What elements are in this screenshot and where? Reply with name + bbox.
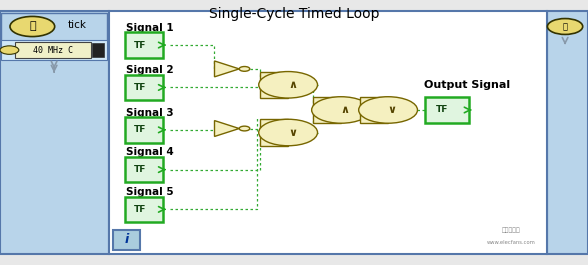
Text: Signal 1: Signal 1 xyxy=(126,23,174,33)
Circle shape xyxy=(0,46,19,54)
FancyBboxPatch shape xyxy=(1,40,107,60)
Text: Single-Cycle Timed Loop: Single-Cycle Timed Loop xyxy=(209,7,379,21)
Text: TF: TF xyxy=(133,41,146,50)
Text: Signal 4: Signal 4 xyxy=(126,147,174,157)
Text: 40 MHz C: 40 MHz C xyxy=(33,46,73,55)
Circle shape xyxy=(259,72,318,98)
FancyBboxPatch shape xyxy=(547,11,588,254)
Text: Signal 2: Signal 2 xyxy=(126,65,174,75)
FancyBboxPatch shape xyxy=(15,42,91,58)
Circle shape xyxy=(312,97,370,123)
FancyBboxPatch shape xyxy=(313,97,341,123)
Text: www.elecfans.com: www.elecfans.com xyxy=(487,240,536,245)
Polygon shape xyxy=(215,121,239,136)
Polygon shape xyxy=(215,61,239,77)
Text: TF: TF xyxy=(436,105,448,114)
Circle shape xyxy=(239,67,250,71)
Text: 🕐: 🕐 xyxy=(563,22,567,31)
FancyBboxPatch shape xyxy=(125,117,163,143)
Text: ∧: ∧ xyxy=(341,105,350,115)
Text: TF: TF xyxy=(133,205,146,214)
Text: 电子发烧友: 电子发烧友 xyxy=(502,228,521,233)
Text: ∨: ∨ xyxy=(288,127,297,138)
Circle shape xyxy=(239,126,250,131)
Circle shape xyxy=(259,119,318,146)
Text: i: i xyxy=(124,233,129,246)
FancyBboxPatch shape xyxy=(1,13,107,58)
Text: TF: TF xyxy=(133,83,146,92)
Circle shape xyxy=(547,19,583,34)
FancyBboxPatch shape xyxy=(360,97,388,123)
FancyBboxPatch shape xyxy=(125,75,163,100)
Circle shape xyxy=(359,97,417,123)
FancyBboxPatch shape xyxy=(425,97,469,123)
FancyBboxPatch shape xyxy=(92,43,104,57)
FancyBboxPatch shape xyxy=(113,230,140,250)
Text: tick: tick xyxy=(68,20,86,30)
Text: TF: TF xyxy=(133,125,146,134)
Circle shape xyxy=(10,16,55,37)
FancyBboxPatch shape xyxy=(260,119,288,146)
Text: ∧: ∧ xyxy=(288,80,297,90)
Text: ∨: ∨ xyxy=(388,105,397,115)
Text: Output Signal: Output Signal xyxy=(425,80,510,90)
Text: Signal 3: Signal 3 xyxy=(126,108,174,118)
FancyBboxPatch shape xyxy=(125,32,163,58)
FancyBboxPatch shape xyxy=(260,72,288,98)
Text: 🕐: 🕐 xyxy=(29,21,36,32)
Text: TF: TF xyxy=(133,165,146,174)
FancyBboxPatch shape xyxy=(125,157,163,182)
FancyBboxPatch shape xyxy=(0,11,109,254)
FancyBboxPatch shape xyxy=(125,197,163,222)
FancyBboxPatch shape xyxy=(109,11,547,254)
Text: Signal 5: Signal 5 xyxy=(126,187,174,197)
